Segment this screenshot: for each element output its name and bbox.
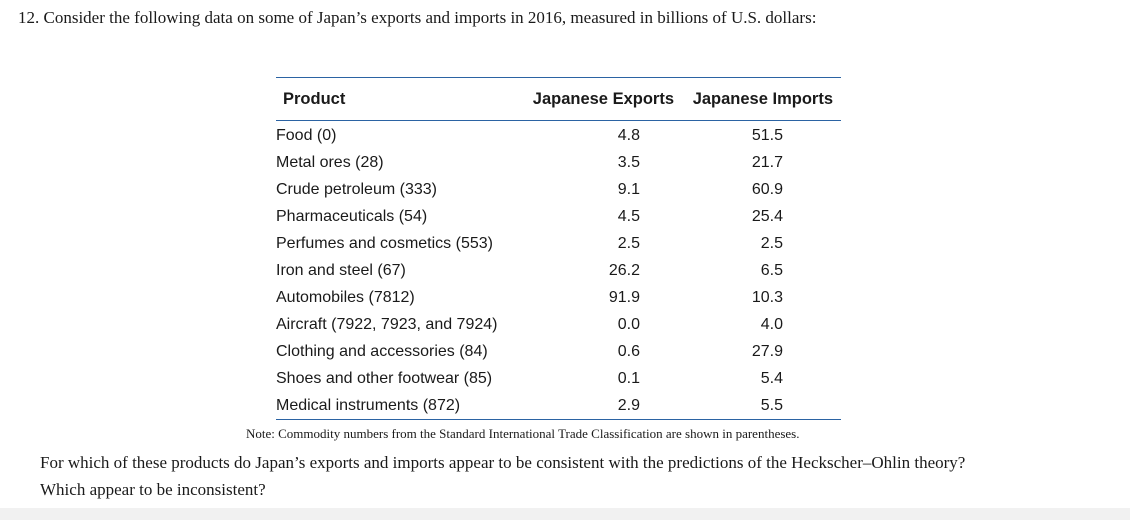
table-cell-imports: 2.5	[760, 234, 783, 252]
table-cell-exports: 9.1	[617, 180, 640, 198]
table-cell-product: Shoes and other footwear (85)	[276, 369, 493, 387]
table-row: Crude petroleum (333) 9.1 60.9	[276, 176, 841, 203]
table-cell-imports: 5.4	[760, 369, 783, 387]
header-imports: Japanese Imports	[686, 77, 841, 121]
table-row: Shoes and other footwear (85) 0.1 5.4	[276, 365, 841, 392]
table-cell-exports: 4.8	[617, 126, 640, 144]
table-row: Pharmaceuticals (54) 4.5 25.4	[276, 203, 841, 230]
table-cell-product: Food (0)	[276, 126, 337, 144]
table-cell-imports: 27.9	[751, 342, 783, 360]
table-cell-exports: 91.9	[608, 288, 640, 306]
table-cell-exports: 0.1	[617, 369, 640, 387]
table-cell-imports: 6.5	[760, 261, 783, 279]
table-cell-product: Iron and steel (67)	[276, 261, 406, 279]
followup-question: For which of these products do Japan’s e…	[40, 449, 965, 503]
table-cell-imports: 5.5	[760, 396, 783, 414]
table-cell-product: Perfumes and cosmetics (553)	[276, 234, 493, 252]
table-header-row: Product Japanese Exports Japanese Import…	[276, 77, 841, 121]
table-cell-exports: 0.0	[617, 315, 640, 333]
bottom-strip	[0, 508, 1130, 520]
table-cell-exports: 26.2	[608, 261, 640, 279]
table-cell-product: Aircraft (7922, 7923, and 7924)	[276, 315, 498, 333]
table-cell-exports: 2.5	[617, 234, 640, 252]
table-row: Perfumes and cosmetics (553) 2.5 2.5	[276, 230, 841, 257]
trade-table: Product Japanese Exports Japanese Import…	[276, 77, 841, 420]
table-cell-product: Automobiles (7812)	[276, 288, 415, 306]
table-body: Food (0) 4.8 51.5 Metal ores (28) 3.5 21.7 Cru…	[276, 121, 841, 420]
table-cell-product: Clothing and accessories (84)	[276, 342, 488, 360]
table-cell-product: Pharmaceuticals (54)	[276, 207, 428, 225]
table-row: Clothing and accessories (84) 0.6 27.9	[276, 338, 841, 365]
table-cell-imports: 51.5	[751, 126, 783, 144]
table-row: Metal ores (28) 3.5 21.7	[276, 149, 841, 176]
table-cell-product: Medical instruments (872)	[276, 396, 461, 414]
table-row: Medical instruments (872) 2.9 5.5	[276, 392, 841, 420]
table-row: Automobiles (7812) 91.9 10.3	[276, 284, 841, 311]
followup-line-1: For which of these products do Japan’s e…	[40, 453, 966, 472]
table-cell-imports: 25.4	[751, 207, 783, 225]
table-cell-exports: 0.6	[617, 342, 640, 360]
table-cell-imports: 10.3	[751, 288, 783, 306]
table-note: Note: Commodity numbers from the Standar…	[246, 426, 800, 441]
table-cell-product: Metal ores (28)	[276, 153, 384, 171]
table-cell-product: Crude petroleum (333)	[276, 180, 437, 198]
table-cell-imports: 21.7	[751, 153, 783, 171]
header-exports: Japanese Exports	[531, 77, 686, 121]
header-product: Product	[276, 77, 531, 121]
table-cell-exports: 2.9	[617, 396, 640, 414]
table-cell-exports: 4.5	[617, 207, 640, 225]
table-row: Food (0) 4.8 51.5	[276, 121, 841, 150]
table-row: Iron and steel (67) 26.2 6.5	[276, 257, 841, 284]
trade-table-container: Product Japanese Exports Japanese Import…	[276, 77, 841, 420]
table-cell-imports: 60.9	[751, 180, 783, 198]
table-cell-imports: 4.0	[760, 315, 783, 333]
table-cell-exports: 3.5	[617, 153, 640, 171]
question-text: 12. Consider the following data on some …	[18, 8, 817, 27]
table-row: Aircraft (7922, 7923, and 7924) 0.0 4.0	[276, 311, 841, 338]
followup-line-2: Which appear to be inconsistent?	[40, 480, 266, 499]
